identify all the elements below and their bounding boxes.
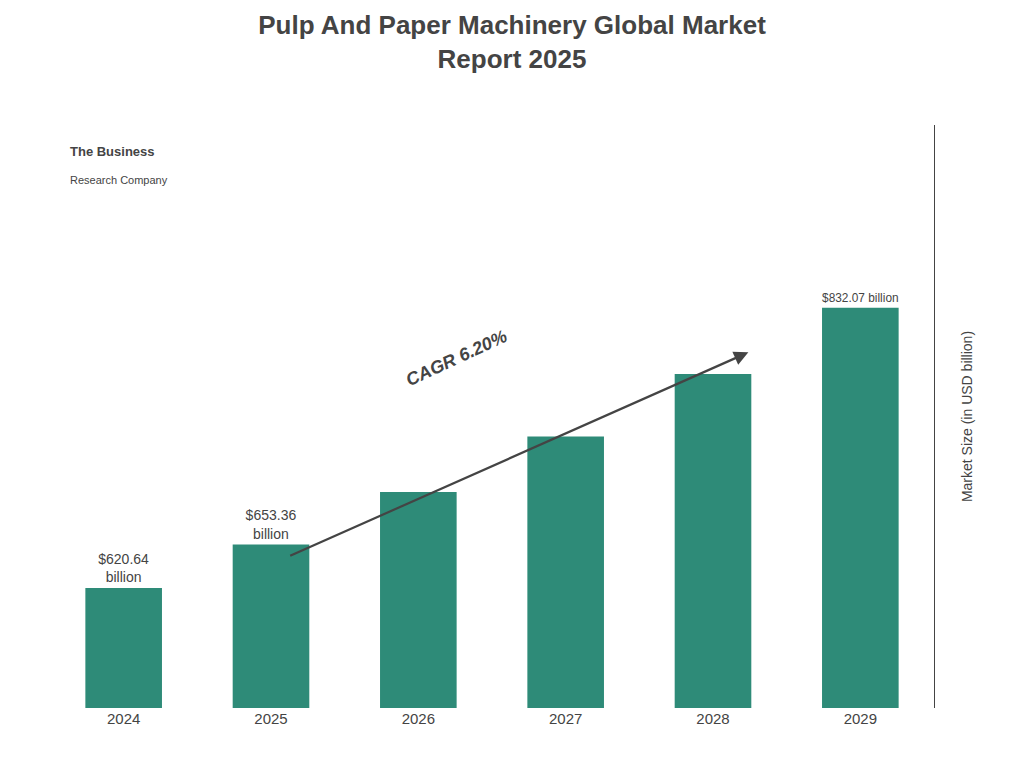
svg-text:$832.07 billion: $832.07 billion: [822, 291, 899, 305]
svg-text:Market Size (in USD billion): Market Size (in USD billion): [959, 331, 975, 502]
svg-text:$653.36billion: $653.36billion: [246, 507, 297, 541]
svg-text:$620.64billion: $620.64billion: [98, 551, 149, 585]
svg-text:Research Company: Research Company: [70, 174, 168, 186]
svg-text:2029: 2029: [844, 710, 877, 727]
svg-text:Pulp And Paper Machinery Globa: Pulp And Paper Machinery Global MarketRe…: [258, 10, 766, 74]
svg-text:The Business: The Business: [70, 144, 155, 159]
svg-text:2025: 2025: [254, 710, 287, 727]
svg-text:2026: 2026: [402, 710, 435, 727]
svg-text:2027: 2027: [549, 710, 582, 727]
svg-text:CAGR 6.20%: CAGR 6.20%: [403, 326, 510, 390]
svg-text:2028: 2028: [696, 710, 729, 727]
svg-text:2024: 2024: [107, 710, 140, 727]
